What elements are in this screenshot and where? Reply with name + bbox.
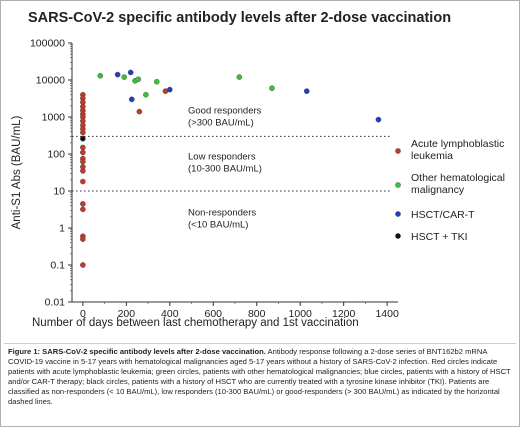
y-tick-label: 0.01 [45,297,66,309]
legend-marker [395,148,401,154]
chart-title: SARS-CoV-2 specific antibody levels afte… [28,10,451,26]
data-point-series-3 [166,86,173,93]
data-point-series-2 [143,91,149,98]
y-tick-label: 0.1 [50,260,65,272]
region-label: Non-responders [188,207,256,218]
x-tick-label: 400 [161,308,179,320]
figure-caption: Figure 1: SARS-CoV-2 specific antibody l… [8,347,512,406]
legend-marker [395,182,401,188]
region-label: Low responders [188,152,256,163]
data-point-series-1 [80,158,86,165]
data-point-series-2 [121,74,127,80]
x-tick-label: 1400 [375,308,399,320]
data-point-series-1 [136,108,143,115]
y-tick-label: 100 [47,149,65,161]
caption-body: Antibody response following a 2-dose ser… [8,347,511,406]
y-tick-label: 1 [59,223,65,235]
x-tick-label: 600 [205,308,223,320]
y-tick-label: 10000 [36,75,65,87]
y-tick-label: 1000 [42,112,66,124]
data-point-series-1 [80,168,86,174]
data-point-series-4 [80,135,86,142]
legend-entry: HSCT/CAR-T [411,209,475,221]
data-point-series-2 [269,85,275,92]
x-axis-label: Number of days between last chemotherapy… [32,317,359,329]
data-point-series-1 [80,149,86,156]
data-point-series-1 [80,178,86,185]
data-point-series-1 [80,144,86,151]
x-tick-label: 200 [118,308,136,320]
region-sublabel: (10-300 BAU/mL) [188,164,262,175]
caption-heading: Figure 1: SARS-CoV-2 specific antibody l… [8,347,266,356]
data-point-series-2 [236,74,243,80]
data-point-series-3 [375,116,382,123]
legend-marker [395,233,401,239]
x-tick-label: 800 [248,308,266,320]
region-label: Good responders [188,105,262,116]
data-point-series-3 [127,69,134,76]
data-point-series-2 [153,78,160,85]
x-tick-label: 1000 [289,308,313,320]
data-point-series-3 [303,88,310,94]
y-tick-label: 100000 [30,38,65,50]
divider [4,343,516,344]
y-axis-label: Anti-S1 Abs (BAU/mL) [11,115,23,229]
region-sublabel: (>300 BAU/mL) [188,117,254,128]
data-point-series-1 [80,201,86,207]
data-point-series-1 [80,262,86,268]
legend-entry: Acute lymphoblastic leukemia [411,138,504,162]
legend-entry: Other hematological malignancy [411,172,505,196]
data-point-series-2 [135,76,142,83]
data-point-series-1 [80,236,86,242]
y-tick-label: 10 [53,186,65,198]
data-point-series-2 [97,72,104,79]
data-point-series-1 [80,129,86,136]
data-point-series-3 [128,96,135,103]
x-tick-label: 1200 [332,308,356,320]
data-point-series-3 [114,71,121,78]
region-sublabel: (<10 BAU/mL) [188,219,248,230]
legend-entry: HSCT + TKI [411,231,468,243]
legend-marker [395,211,401,217]
chart: SARS-CoV-2 specific antibody levels afte… [11,10,505,329]
x-tick-label: 0 [80,308,86,320]
data-point-series-1 [80,206,86,213]
